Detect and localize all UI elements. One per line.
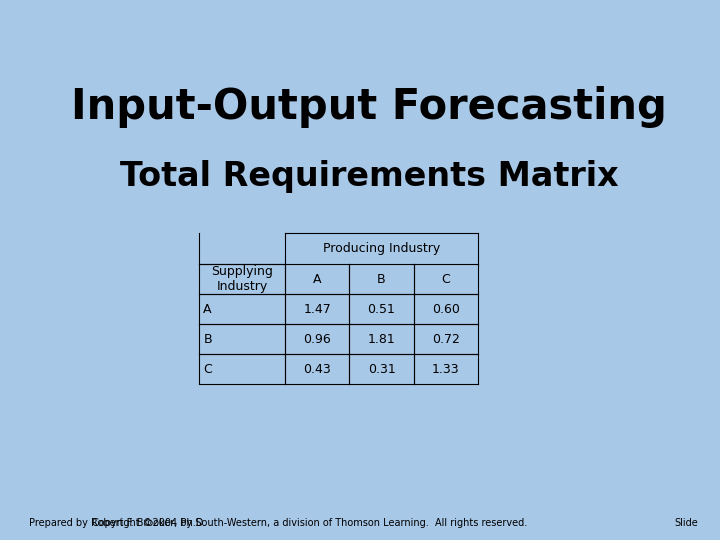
Text: Copyright ©2004 by South-Western, a division of Thomson Learning.  All rights re: Copyright ©2004 by South-Western, a divi…	[92, 518, 527, 528]
Text: Total Requirements Matrix: Total Requirements Matrix	[120, 160, 618, 193]
Text: A: A	[313, 273, 322, 286]
Text: 0.60: 0.60	[432, 303, 459, 316]
Bar	[285, 354, 349, 384]
Bar	[349, 324, 413, 354]
Text: 0.51: 0.51	[368, 303, 395, 316]
Text: 1.81: 1.81	[368, 333, 395, 346]
Text: 1.33: 1.33	[432, 363, 459, 376]
Text: 1.47: 1.47	[304, 303, 331, 316]
Bar	[285, 233, 478, 265]
Text: C: C	[441, 273, 450, 286]
Text: Input-Output Forecasting: Input-Output Forecasting	[71, 85, 667, 127]
Text: B: B	[203, 333, 212, 346]
Text: Supplying
Industry: Supplying Industry	[211, 265, 273, 293]
Bar	[349, 265, 413, 294]
Text: 0.43: 0.43	[304, 363, 331, 376]
Text: 0.96: 0.96	[304, 333, 331, 346]
Text: B: B	[377, 273, 386, 286]
Bar	[199, 265, 285, 294]
Bar	[285, 324, 349, 354]
Bar	[349, 354, 413, 384]
Bar	[413, 265, 478, 294]
Text: Prepared by Robert F. Brooker, Ph.D.: Prepared by Robert F. Brooker, Ph.D.	[29, 518, 206, 528]
Text: A: A	[203, 303, 212, 316]
Text: Slide: Slide	[675, 518, 698, 528]
Bar	[199, 324, 285, 354]
Bar	[199, 354, 285, 384]
Text: 0.72: 0.72	[432, 333, 459, 346]
Bar	[285, 294, 349, 324]
Bar	[413, 354, 478, 384]
Bar	[285, 265, 349, 294]
Text: C: C	[203, 363, 212, 376]
Bar	[199, 294, 285, 324]
Bar	[413, 294, 478, 324]
Bar	[349, 294, 413, 324]
Text: 0.31: 0.31	[368, 363, 395, 376]
Bar	[413, 324, 478, 354]
Text: Producing Industry: Producing Industry	[323, 242, 440, 255]
